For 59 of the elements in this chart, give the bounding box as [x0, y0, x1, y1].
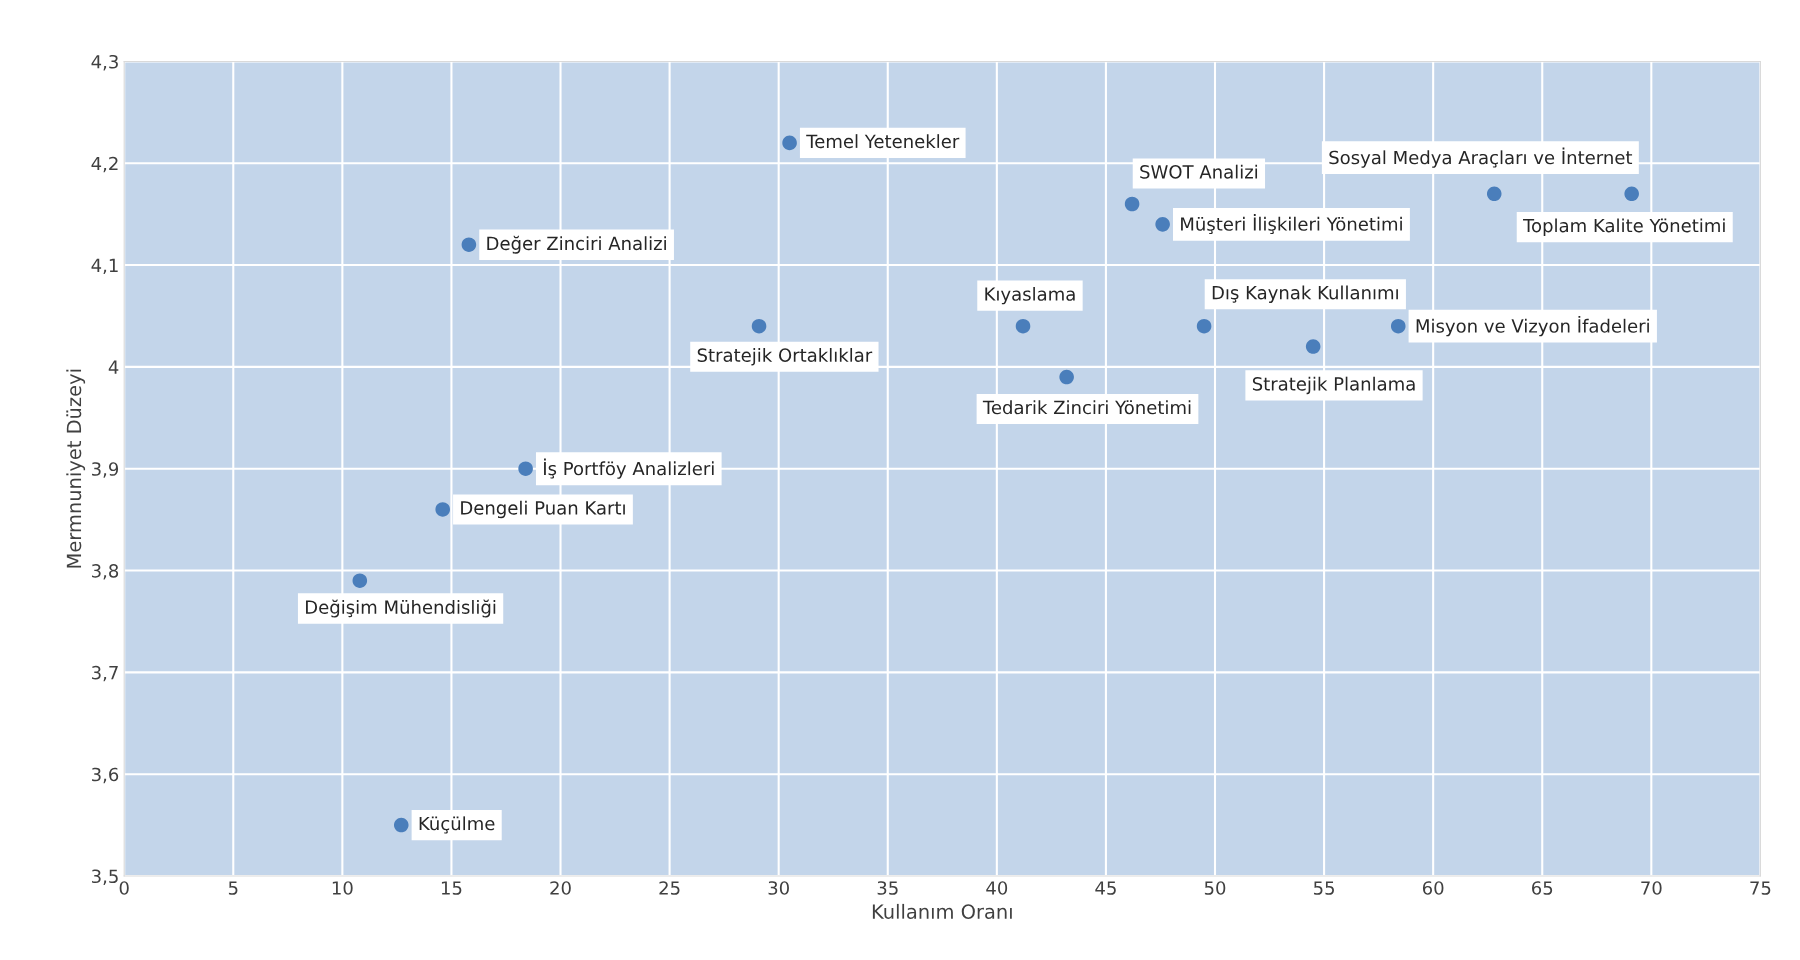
y-tick-label: 3,6: [92, 767, 119, 784]
x-tick-label: 70: [1641, 881, 1662, 895]
annotation: Tedarik Zinciri Yönetimi: [982, 400, 1191, 415]
y-tick-label: 3,8: [92, 564, 119, 580]
point: [1015, 318, 1031, 334]
point: [1390, 318, 1406, 334]
x-tick-label: 35: [877, 881, 898, 895]
point: [393, 817, 409, 833]
point: [782, 135, 797, 151]
x-tick-label: 60: [1422, 881, 1444, 895]
point: [435, 502, 450, 517]
x-tick-label: 20: [550, 881, 571, 895]
annotation: Değişim Mühendisliği: [306, 599, 496, 618]
x-tick-label: 75: [1750, 881, 1771, 895]
point: [1624, 186, 1639, 202]
annotation: Dengeli Puan Kartı: [461, 500, 625, 519]
point: [751, 318, 767, 334]
point: [1124, 196, 1140, 212]
x-tick-label: 45: [1095, 881, 1116, 895]
y-tick-label: 4,2: [91, 156, 118, 173]
x-tick-label: 10: [332, 881, 353, 895]
y-tick-label: 3,9: [92, 462, 119, 478]
annotation: Stratejik Ortaklıklar: [697, 347, 873, 366]
x-tick-label: 65: [1532, 881, 1553, 895]
y-tick-label: 4,3: [91, 54, 118, 71]
point: [1155, 217, 1170, 232]
y-tick-label: 3,5: [92, 869, 118, 885]
x-tick-label: 40: [986, 881, 1008, 895]
point: [1196, 318, 1212, 334]
point: [518, 461, 533, 476]
x-tick-label: 50: [1204, 881, 1226, 895]
y-tick-label: 3,7: [92, 665, 118, 682]
y-tick-label: 4: [108, 360, 119, 374]
point: [352, 573, 368, 589]
annotation: Sosyal Medya Araçları ve İnternet: [1329, 147, 1633, 168]
y-tick-label: 4,1: [91, 258, 118, 275]
annotation: Küçülme: [419, 816, 495, 834]
point: [461, 237, 477, 252]
x-tick-label: 55: [1313, 881, 1334, 895]
y-axis-title: Mermnuniyet Düzeyi: [66, 369, 86, 568]
annotation: İş Portföy Analizleri: [544, 458, 714, 479]
x-tick-label: 5: [228, 881, 238, 895]
annotation: Dış Kaynak Kullanımı: [1212, 285, 1398, 303]
point: [1059, 369, 1074, 385]
x-axis-title: Kullanım Oranı: [872, 903, 1012, 919]
annotation: Değer Zinciri Analizi: [487, 235, 666, 254]
point: [1486, 186, 1502, 202]
x-tick-label: 30: [768, 881, 789, 895]
point: [1305, 339, 1321, 354]
annotation: Stratejik Planlama: [1252, 376, 1415, 395]
x-tick-label: 0: [119, 881, 129, 895]
annotation: Kıyaslama: [985, 286, 1075, 305]
annotation: Misyon ve Vizyon İfadeleri: [1416, 316, 1649, 337]
annotation: SWOT Analizi: [1140, 164, 1258, 179]
annotation: Müşteri İlişkileri Yönetimi: [1181, 214, 1402, 235]
annotation: Temel Yetenekler: [806, 134, 960, 149]
x-tick-label: 15: [441, 881, 462, 895]
x-tick-label: 25: [659, 881, 680, 895]
annotation: Toplam Kalite Yönetimi: [1523, 218, 1725, 236]
